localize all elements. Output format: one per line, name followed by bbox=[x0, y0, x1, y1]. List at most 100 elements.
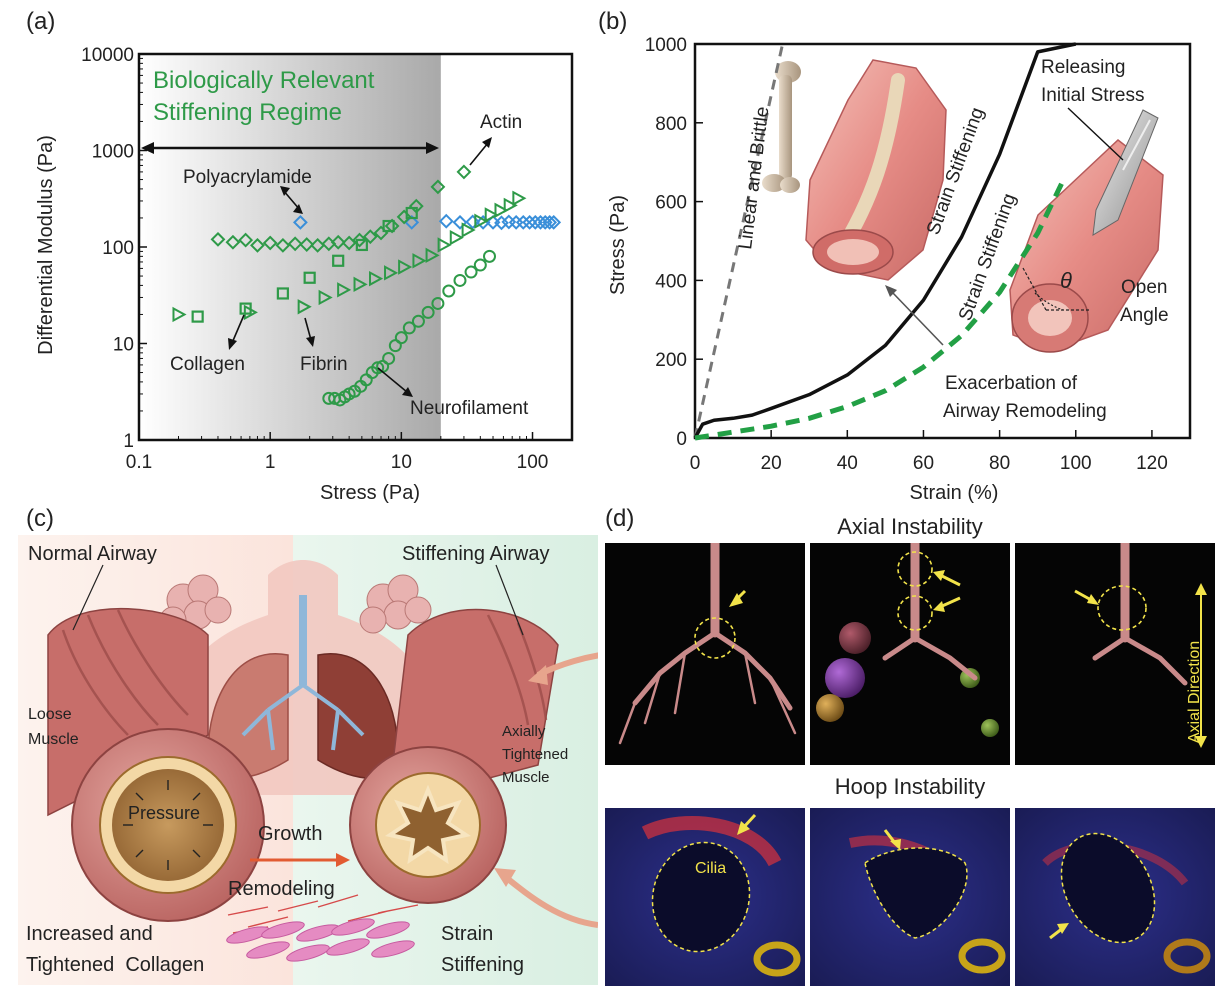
regime-label-line2: Stiffening Regime bbox=[153, 99, 342, 126]
data-point-actin bbox=[262, 235, 278, 251]
data-point-fibrin bbox=[384, 265, 399, 281]
instability-images bbox=[605, 543, 1215, 986]
bone-illustration bbox=[762, 61, 801, 193]
data-point-fibrin bbox=[398, 259, 413, 275]
label-tightened-collagen: Tightened Collagen bbox=[26, 954, 205, 976]
data-point-fibrin bbox=[494, 202, 509, 218]
y-tick-label-a: 1000 bbox=[92, 142, 134, 163]
label-initial-stress: Initial Stress bbox=[1041, 85, 1144, 106]
data-point-actin bbox=[310, 237, 326, 253]
axial-instability-title: Axial Instability bbox=[837, 514, 983, 539]
data-point-actin bbox=[352, 232, 367, 248]
label-muscle-left: Muscle bbox=[28, 731, 79, 748]
scalpel-illustration bbox=[1092, 109, 1159, 236]
data-point-fibrin bbox=[172, 306, 187, 323]
label-normal-airway: Normal Airway bbox=[28, 543, 157, 565]
data-point-actin bbox=[250, 237, 265, 253]
x-tick-label-b: 20 bbox=[761, 453, 782, 474]
data-point-neurofilament bbox=[483, 249, 497, 263]
regime-label-line1: Biologically Relevant bbox=[153, 67, 375, 94]
x-tick-label-a: 100 bbox=[517, 452, 549, 473]
data-point-actin bbox=[210, 231, 226, 247]
annotation-neurofilament: Neurofilament bbox=[410, 398, 529, 419]
data-point-collagen bbox=[382, 219, 395, 233]
label-loose: Loose bbox=[28, 706, 72, 723]
data-point-fibrin bbox=[461, 222, 476, 238]
label-axially: Axially bbox=[502, 723, 546, 740]
label-cilia: Cilia bbox=[695, 860, 727, 877]
data-point-polyacrylamide bbox=[292, 214, 308, 230]
data-point-fibrin bbox=[484, 207, 499, 223]
label-exacerbation: Exacerbation of bbox=[945, 373, 1078, 394]
y-tick-label-b: 800 bbox=[655, 114, 687, 135]
y-tick-label-b: 200 bbox=[655, 350, 687, 371]
panel-label-a: (a) bbox=[26, 8, 56, 35]
data-point-collagen bbox=[303, 271, 316, 284]
axial-image-2 bbox=[810, 543, 1010, 765]
x-tick-label-b: 60 bbox=[913, 453, 934, 474]
x-tick-label-b: 100 bbox=[1060, 453, 1092, 474]
data-point-collagen bbox=[355, 238, 368, 252]
label-tightened: Tightened bbox=[502, 746, 569, 763]
data-point-fibrin bbox=[437, 237, 452, 253]
label-pressure: Pressure bbox=[128, 803, 201, 823]
y-axis-label-b: Stress (Pa) bbox=[607, 195, 629, 295]
data-point-neurofilament bbox=[442, 284, 456, 298]
data-point-polyacrylamide bbox=[494, 215, 509, 231]
data-point-neurofilament bbox=[402, 321, 416, 335]
data-point-polyacrylamide bbox=[465, 214, 481, 230]
data-point-fibrin bbox=[318, 289, 333, 306]
data-point-polyacrylamide bbox=[542, 214, 558, 230]
x-tick-label-a: 10 bbox=[391, 452, 412, 473]
label-axial-direction: Axial Direction bbox=[1186, 640, 1203, 744]
data-point-actin bbox=[330, 234, 346, 250]
x-axis-label-a: Stress (Pa) bbox=[320, 482, 420, 504]
data-point-neurofilament bbox=[382, 351, 396, 365]
data-point-neurofilament bbox=[388, 339, 402, 353]
data-point-fibrin bbox=[353, 276, 368, 293]
x-tick-label-a: 1 bbox=[265, 452, 276, 473]
label-open: Open bbox=[1121, 277, 1167, 298]
label-releasing: Releasing bbox=[1041, 57, 1126, 78]
y-tick-label-a: 10 bbox=[113, 335, 134, 356]
hoop-instability-title: Hoop Instability bbox=[834, 774, 986, 799]
label-strain: Strain bbox=[441, 923, 494, 945]
data-point-actin bbox=[287, 236, 303, 252]
shaded-region bbox=[139, 54, 441, 440]
annotation-actin: Actin bbox=[480, 112, 522, 133]
x-tick-label-a: 0.1 bbox=[126, 452, 152, 473]
stiffening-tube-illustration bbox=[805, 59, 947, 281]
data-point-fibrin bbox=[369, 270, 384, 287]
y-tick-label-b: 600 bbox=[655, 193, 687, 214]
annotation-collagen: Collagen bbox=[170, 354, 245, 375]
axial-image-1 bbox=[605, 543, 805, 765]
axial-image-3 bbox=[1015, 543, 1215, 765]
data-point-neurofilament bbox=[431, 296, 445, 310]
panel-label-c: (c) bbox=[26, 505, 54, 532]
plot-frame-b bbox=[693, 42, 1192, 440]
label-increased: Increased and bbox=[26, 923, 153, 945]
data-point-fibrin bbox=[297, 299, 312, 315]
y-tick-label-b: 400 bbox=[655, 271, 687, 292]
data-point-actin bbox=[362, 229, 378, 245]
x-tick-label-b: 80 bbox=[989, 453, 1010, 474]
panel-label-d: (d) bbox=[605, 505, 635, 532]
data-point-polyacrylamide bbox=[527, 214, 543, 230]
series-line-1 bbox=[693, 42, 1077, 439]
label-airway-remodeling: Airway Remodeling bbox=[943, 401, 1107, 422]
data-point-collagen bbox=[276, 287, 289, 300]
theta-symbol: θ bbox=[1060, 268, 1072, 293]
data-point-neurofilament bbox=[464, 265, 478, 279]
data-point-fibrin bbox=[503, 197, 518, 214]
data-point-fibrin bbox=[425, 247, 440, 264]
label-angle: Angle bbox=[1120, 305, 1169, 326]
x-axis-label-b: Strain (%) bbox=[910, 482, 999, 504]
x-tick-label-b: 40 bbox=[837, 453, 858, 474]
data-point-fibrin bbox=[449, 229, 464, 246]
data-point-actin bbox=[456, 164, 472, 180]
annotation-polyacrylamide: Polyacrylamide bbox=[183, 167, 312, 188]
data-point-polyacrylamide bbox=[522, 214, 538, 230]
data-point-polyacrylamide bbox=[546, 214, 562, 230]
